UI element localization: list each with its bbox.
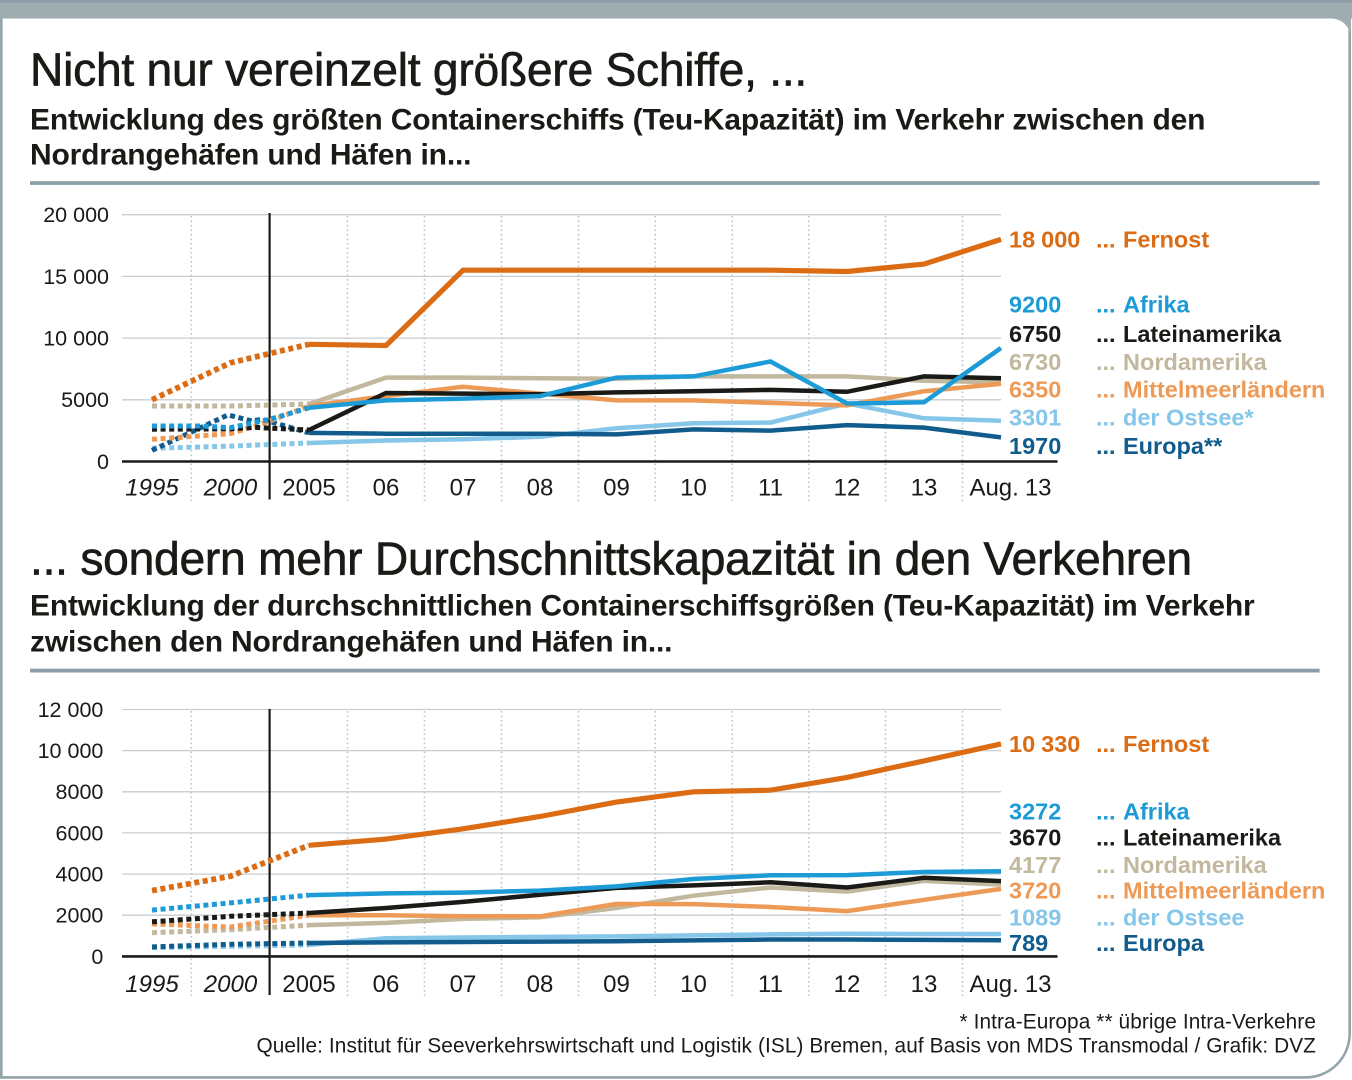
svg-text:2000: 2000 xyxy=(203,475,258,502)
svg-text:... sondern mehr Durchschnitts: ... sondern mehr Durchschnittskapazität … xyxy=(30,533,1192,585)
svg-text:Entwicklung der durchschnittli: Entwicklung der durchschnittlichen Conta… xyxy=(30,589,1255,622)
svg-text:09: 09 xyxy=(603,475,630,502)
svg-text:4177: 4177 xyxy=(1009,852,1061,878)
svg-text:2000: 2000 xyxy=(56,904,104,928)
svg-text:...Fernost: ... Fernost xyxy=(1096,227,1209,253)
svg-text:3301: 3301 xyxy=(1009,405,1061,431)
svg-text:Aug.13: Aug. 13 xyxy=(969,971,1051,998)
svg-text:...Lateinamerika: ... Lateinamerika xyxy=(1096,321,1282,347)
svg-text:...Nordamerika: ... Nordamerika xyxy=(1096,349,1268,375)
svg-text:...Europa: ... Europa xyxy=(1096,930,1205,956)
svg-text:13: 13 xyxy=(911,971,938,998)
svg-text:2000: 2000 xyxy=(203,971,258,998)
svg-text:...Europa**: ... Europa** xyxy=(1096,433,1223,459)
svg-text:6000: 6000 xyxy=(56,821,104,845)
svg-text:11: 11 xyxy=(758,971,783,998)
svg-text:12: 12 xyxy=(834,971,861,998)
svg-text:10: 10 xyxy=(680,971,707,998)
svg-text:06: 06 xyxy=(373,475,400,502)
svg-text:5000: 5000 xyxy=(61,388,109,412)
svg-text:Aug.13: Aug. 13 xyxy=(969,475,1051,502)
svg-text:3720: 3720 xyxy=(1009,878,1061,904)
svg-text:2005: 2005 xyxy=(282,475,335,502)
svg-text:...Afrika: ... Afrika xyxy=(1096,292,1191,318)
svg-text:06: 06 xyxy=(373,971,400,998)
svg-text:Nicht nur vereinzelt größere S: Nicht nur vereinzelt größere Schiffe, ..… xyxy=(30,43,807,95)
svg-text:6350: 6350 xyxy=(1009,376,1061,402)
svg-text:0: 0 xyxy=(97,450,109,474)
svg-text:6730: 6730 xyxy=(1009,349,1061,375)
svg-text:2005: 2005 xyxy=(282,971,335,998)
svg-text:1089: 1089 xyxy=(1009,904,1061,930)
svg-text:8000: 8000 xyxy=(56,780,104,804)
svg-text:09: 09 xyxy=(603,971,630,998)
svg-text:11: 11 xyxy=(758,475,783,502)
svg-text:1970: 1970 xyxy=(1009,433,1061,459)
svg-text:3272: 3272 xyxy=(1009,798,1061,824)
svg-text:07: 07 xyxy=(450,971,477,998)
svg-text:9200: 9200 xyxy=(1009,292,1061,318)
svg-text:Nordrangehäfen und Häfen in...: Nordrangehäfen und Häfen in... xyxy=(30,139,471,172)
svg-text:* Intra-Europa ** übrige Intra: * Intra-Europa ** übrige Intra-Verkehre xyxy=(960,1011,1316,1034)
svg-text:3670: 3670 xyxy=(1009,824,1061,850)
svg-text:0: 0 xyxy=(91,945,103,969)
svg-text:Quelle: Institut für Seeverkeh: Quelle: Institut für Seeverkehrswirtscha… xyxy=(256,1035,1316,1058)
svg-text:789: 789 xyxy=(1009,930,1048,956)
svg-text:08: 08 xyxy=(527,475,554,502)
svg-text:zwischen den Nordrangehäfen un: zwischen den Nordrangehäfen und Häfen in… xyxy=(30,626,672,659)
svg-text:10: 10 xyxy=(680,475,707,502)
svg-text:...Mittelmeerländern: ... Mittelmeerländern xyxy=(1096,376,1325,402)
svg-text:...Lateinamerika: ... Lateinamerika xyxy=(1096,824,1282,850)
svg-text:1995: 1995 xyxy=(125,971,179,998)
svg-text:6750: 6750 xyxy=(1009,321,1061,347)
svg-text:4000: 4000 xyxy=(56,863,104,887)
svg-text:...der Ostsee*: ... der Ostsee* xyxy=(1096,405,1254,431)
svg-text:...Afrika: ... Afrika xyxy=(1096,798,1191,824)
svg-text:...Nordamerika: ... Nordamerika xyxy=(1096,852,1268,878)
svg-text:13: 13 xyxy=(911,475,938,502)
svg-text:...Fernost: ... Fernost xyxy=(1096,731,1209,757)
svg-text:12: 12 xyxy=(834,475,861,502)
svg-text:1995: 1995 xyxy=(125,475,179,502)
svg-text:08: 08 xyxy=(527,971,554,998)
svg-text:Entwicklung des größten Contai: Entwicklung des größten Containerschiffs… xyxy=(30,103,1205,136)
svg-text:07: 07 xyxy=(450,475,477,502)
svg-text:...Mittelmeerländern: ... Mittelmeerländern xyxy=(1096,878,1325,904)
